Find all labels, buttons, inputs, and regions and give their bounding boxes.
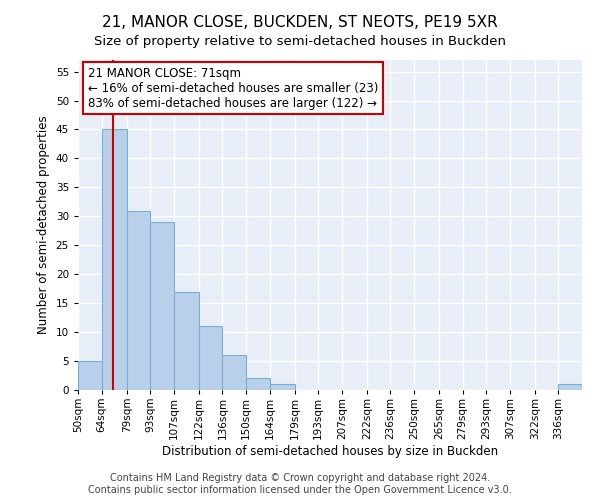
Text: 21 MANOR CLOSE: 71sqm
← 16% of semi-detached houses are smaller (23)
83% of semi: 21 MANOR CLOSE: 71sqm ← 16% of semi-deta… <box>88 66 379 110</box>
Text: Size of property relative to semi-detached houses in Buckden: Size of property relative to semi-detach… <box>94 35 506 48</box>
Y-axis label: Number of semi-detached properties: Number of semi-detached properties <box>37 116 50 334</box>
Text: Contains HM Land Registry data © Crown copyright and database right 2024.
Contai: Contains HM Land Registry data © Crown c… <box>88 474 512 495</box>
Bar <box>101 130 127 390</box>
Bar <box>127 210 150 390</box>
Bar <box>246 378 269 390</box>
Bar <box>223 356 246 390</box>
Bar <box>174 292 199 390</box>
Bar <box>78 361 101 390</box>
X-axis label: Distribution of semi-detached houses by size in Buckden: Distribution of semi-detached houses by … <box>162 444 498 458</box>
Bar <box>150 222 174 390</box>
Text: 21, MANOR CLOSE, BUCKDEN, ST NEOTS, PE19 5XR: 21, MANOR CLOSE, BUCKDEN, ST NEOTS, PE19… <box>102 15 498 30</box>
Bar <box>269 384 295 390</box>
Bar <box>559 384 582 390</box>
Bar <box>199 326 223 390</box>
